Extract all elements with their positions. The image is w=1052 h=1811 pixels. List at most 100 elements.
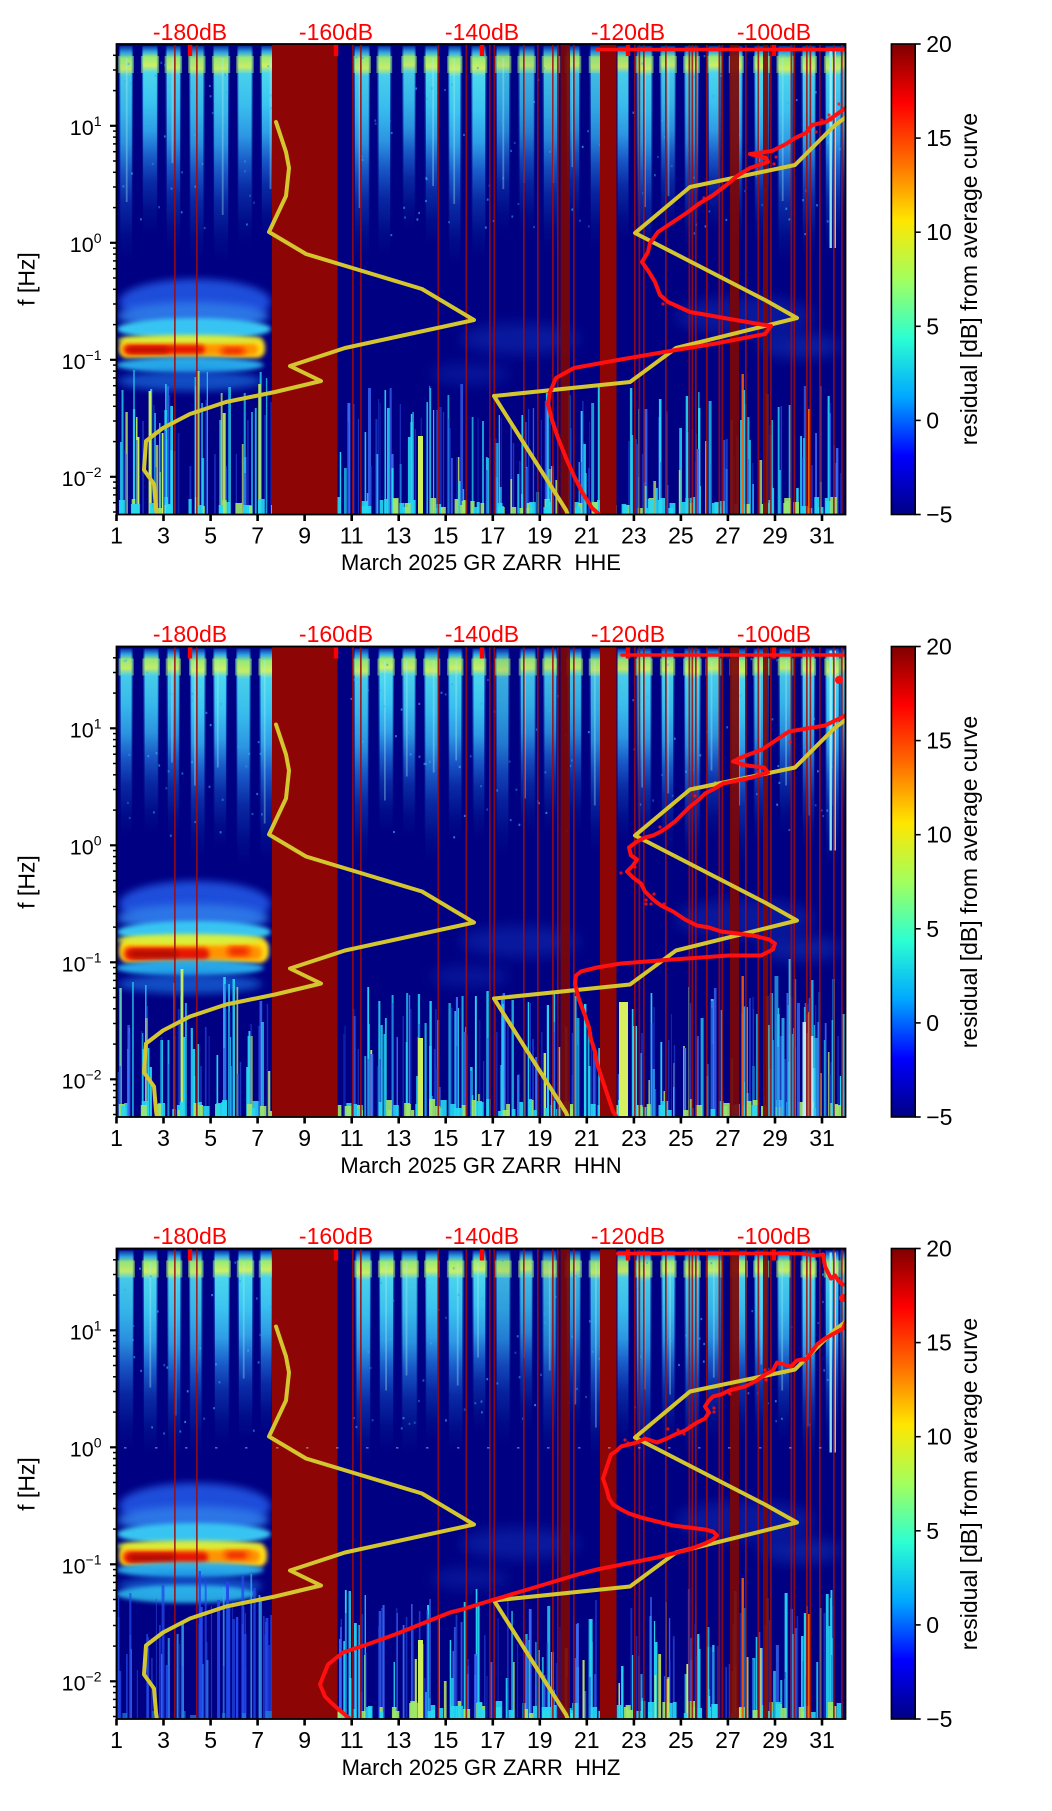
svg-text:25: 25 (668, 1125, 694, 1151)
svg-text:15: 15 (926, 1330, 952, 1356)
svg-text:29: 29 (762, 1125, 788, 1151)
svg-text:19: 19 (527, 523, 553, 549)
svg-text:3: 3 (157, 523, 170, 549)
svg-text:15: 15 (433, 523, 459, 549)
svg-text:-140dB: -140dB (445, 621, 519, 647)
svg-text:-120dB: -120dB (591, 621, 665, 647)
svg-text:residual [dB] from average cur: residual [dB] from average curve (956, 716, 982, 1048)
svg-text:23: 23 (621, 523, 647, 549)
svg-text:5: 5 (926, 1518, 939, 1544)
svg-text:13: 13 (386, 523, 412, 549)
svg-text:19: 19 (527, 1727, 553, 1753)
svg-text:101: 101 (70, 1317, 102, 1344)
svg-text:31: 31 (809, 1125, 835, 1151)
svg-text:23: 23 (621, 1727, 647, 1753)
svg-text:1: 1 (110, 1727, 123, 1753)
svg-text:March 2025 GR ZARR HHZ: March 2025 GR ZARR HHZ (342, 1755, 621, 1780)
svg-text:-160dB: -160dB (299, 621, 373, 647)
svg-text:−5: −5 (926, 1104, 952, 1130)
svg-text:f [Hz]: f [Hz] (14, 252, 40, 306)
svg-text:-120dB: -120dB (591, 1223, 665, 1249)
svg-text:13: 13 (386, 1727, 412, 1753)
svg-text:-180dB: -180dB (153, 19, 227, 45)
svg-text:1: 1 (110, 523, 123, 549)
svg-text:20: 20 (926, 31, 952, 57)
svg-text:9: 9 (298, 1125, 311, 1151)
svg-text:10−2: 10−2 (62, 464, 102, 491)
svg-text:1: 1 (110, 1125, 123, 1151)
svg-text:March 2025 GR ZARR HHE: March 2025 GR ZARR HHE (341, 550, 621, 575)
svg-text:101: 101 (70, 715, 102, 742)
svg-text:13: 13 (386, 1125, 412, 1151)
svg-text:0: 0 (926, 1612, 939, 1638)
svg-text:27: 27 (715, 1125, 741, 1151)
svg-text:-180dB: -180dB (153, 1223, 227, 1249)
svg-text:10: 10 (926, 219, 952, 245)
svg-text:5: 5 (204, 523, 217, 549)
svg-text:−5: −5 (926, 502, 952, 528)
svg-text:-180dB: -180dB (153, 621, 227, 647)
svg-text:15: 15 (433, 1125, 459, 1151)
svg-text:10−2: 10−2 (62, 1066, 102, 1093)
svg-text:27: 27 (715, 523, 741, 549)
svg-text:29: 29 (762, 1727, 788, 1753)
svg-text:March 2025 GR ZARR HHN: March 2025 GR ZARR HHN (340, 1153, 621, 1178)
svg-text:5: 5 (926, 313, 939, 339)
svg-text:7: 7 (251, 523, 264, 549)
svg-text:19: 19 (527, 1125, 553, 1151)
svg-text:15: 15 (926, 728, 952, 754)
svg-text:31: 31 (809, 1727, 835, 1753)
svg-text:11: 11 (340, 523, 364, 549)
svg-text:-160dB: -160dB (299, 19, 373, 45)
svg-text:-140dB: -140dB (445, 19, 519, 45)
svg-text:5: 5 (204, 1125, 217, 1151)
svg-text:7: 7 (251, 1727, 264, 1753)
svg-text:residual [dB] from average cur: residual [dB] from average curve (956, 1318, 982, 1650)
svg-text:23: 23 (621, 1125, 647, 1151)
svg-text:-100dB: -100dB (737, 1223, 811, 1249)
svg-text:-140dB: -140dB (445, 1223, 519, 1249)
svg-text:21: 21 (574, 1125, 600, 1151)
svg-text:9: 9 (298, 1727, 311, 1753)
svg-text:10−2: 10−2 (62, 1668, 102, 1695)
svg-text:29: 29 (762, 523, 788, 549)
svg-text:20: 20 (926, 1236, 952, 1262)
svg-text:17: 17 (480, 523, 506, 549)
svg-text:3: 3 (157, 1727, 170, 1753)
svg-text:10−1: 10−1 (62, 1551, 102, 1578)
svg-text:100: 100 (70, 230, 102, 257)
svg-text:21: 21 (574, 1727, 600, 1753)
svg-text:residual [dB] from average cur: residual [dB] from average curve (956, 113, 982, 445)
svg-text:f [Hz]: f [Hz] (14, 1457, 40, 1511)
svg-text:10: 10 (926, 1424, 952, 1450)
svg-text:5: 5 (204, 1727, 217, 1753)
svg-text:11: 11 (340, 1727, 364, 1753)
svg-text:-100dB: -100dB (737, 621, 811, 647)
svg-text:3: 3 (157, 1125, 170, 1151)
svg-text:21: 21 (574, 523, 600, 549)
svg-text:11: 11 (340, 1125, 364, 1151)
svg-text:25: 25 (668, 1727, 694, 1753)
svg-text:27: 27 (715, 1727, 741, 1753)
svg-text:100: 100 (70, 1434, 102, 1461)
svg-text:17: 17 (480, 1125, 506, 1151)
svg-text:25: 25 (668, 523, 694, 549)
svg-text:-100dB: -100dB (737, 19, 811, 45)
svg-text:100: 100 (70, 832, 102, 859)
svg-text:−5: −5 (926, 1706, 952, 1732)
svg-text:-120dB: -120dB (591, 19, 665, 45)
svg-text:10−1: 10−1 (62, 949, 102, 976)
svg-text:15: 15 (433, 1727, 459, 1753)
svg-text:5: 5 (926, 916, 939, 942)
svg-text:f [Hz]: f [Hz] (14, 855, 40, 909)
svg-text:0: 0 (926, 1010, 939, 1036)
svg-text:20: 20 (926, 634, 952, 660)
svg-text:9: 9 (298, 523, 311, 549)
svg-text:-160dB: -160dB (299, 1223, 373, 1249)
svg-text:15: 15 (926, 125, 952, 151)
svg-text:31: 31 (809, 523, 835, 549)
svg-text:17: 17 (480, 1727, 506, 1753)
svg-text:7: 7 (251, 1125, 264, 1151)
svg-text:10−1: 10−1 (62, 347, 102, 374)
svg-text:10: 10 (926, 822, 952, 848)
